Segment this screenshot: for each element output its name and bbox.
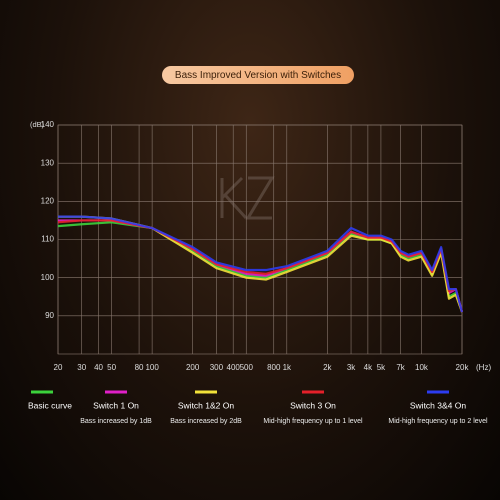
x-tick-label: 2k: [323, 363, 332, 372]
x-tick-label: 20k: [456, 363, 470, 372]
y-axis-label: (dB): [30, 120, 45, 129]
x-tick-label: 800: [267, 363, 281, 372]
x-tick-label: 100: [145, 363, 159, 372]
y-tick-label: 140: [41, 120, 55, 129]
y-tick-label: 90: [45, 311, 54, 320]
series-line: [58, 219, 464, 313]
x-tick-label: 5k: [377, 363, 386, 372]
legend-note: Bass increased by 1dB: [80, 418, 152, 425]
series-line: [58, 215, 464, 313]
chart-title: Bass Improved Version with Switches: [175, 70, 341, 81]
x-tick-label: 50: [107, 363, 116, 372]
series-line: [57, 221, 464, 313]
x-tick-label: 4k: [364, 363, 373, 372]
x-tick-label: 500: [240, 363, 254, 372]
y-tick-label: 110: [41, 235, 54, 244]
x-tick-label: 40: [94, 363, 103, 372]
y-tick-label: 130: [41, 158, 55, 167]
legend-note: Mid-high frequency up to 2 level: [388, 418, 488, 425]
x-tick-label: 7k: [396, 363, 405, 372]
x-tick-label: 3k: [347, 363, 356, 372]
x-tick-label: 300: [210, 363, 224, 372]
y-tick-label: 120: [41, 196, 55, 205]
logo: [220, 176, 275, 220]
legend-label: Basic curve: [28, 400, 72, 410]
y-tick-label: 100: [41, 273, 55, 282]
legend-note: Mid-high frequency up to 1 level: [263, 418, 363, 425]
x-tick-label: 10k: [415, 363, 429, 372]
x-tick-label: 400: [227, 363, 241, 372]
x-tick-label: 200: [186, 363, 200, 372]
x-tick-label: 1k: [283, 363, 292, 372]
x-tick-label: 30: [77, 363, 86, 372]
series-line: [57, 219, 464, 313]
title-pill: [162, 66, 354, 84]
legend-label: Switch 1&2 On: [178, 400, 234, 410]
x-tick-label: 20: [54, 363, 63, 372]
legend-note: Bass increased by 2dB: [170, 418, 242, 425]
legend-label: Switch 1 On: [93, 400, 139, 410]
legend-label: Switch 3 On: [290, 400, 336, 410]
x-axis-label: (Hz): [476, 363, 491, 372]
legend-label: Switch 3&4 On: [410, 400, 466, 410]
x-tick-label: 80: [135, 363, 144, 372]
series-line: [58, 215, 464, 313]
